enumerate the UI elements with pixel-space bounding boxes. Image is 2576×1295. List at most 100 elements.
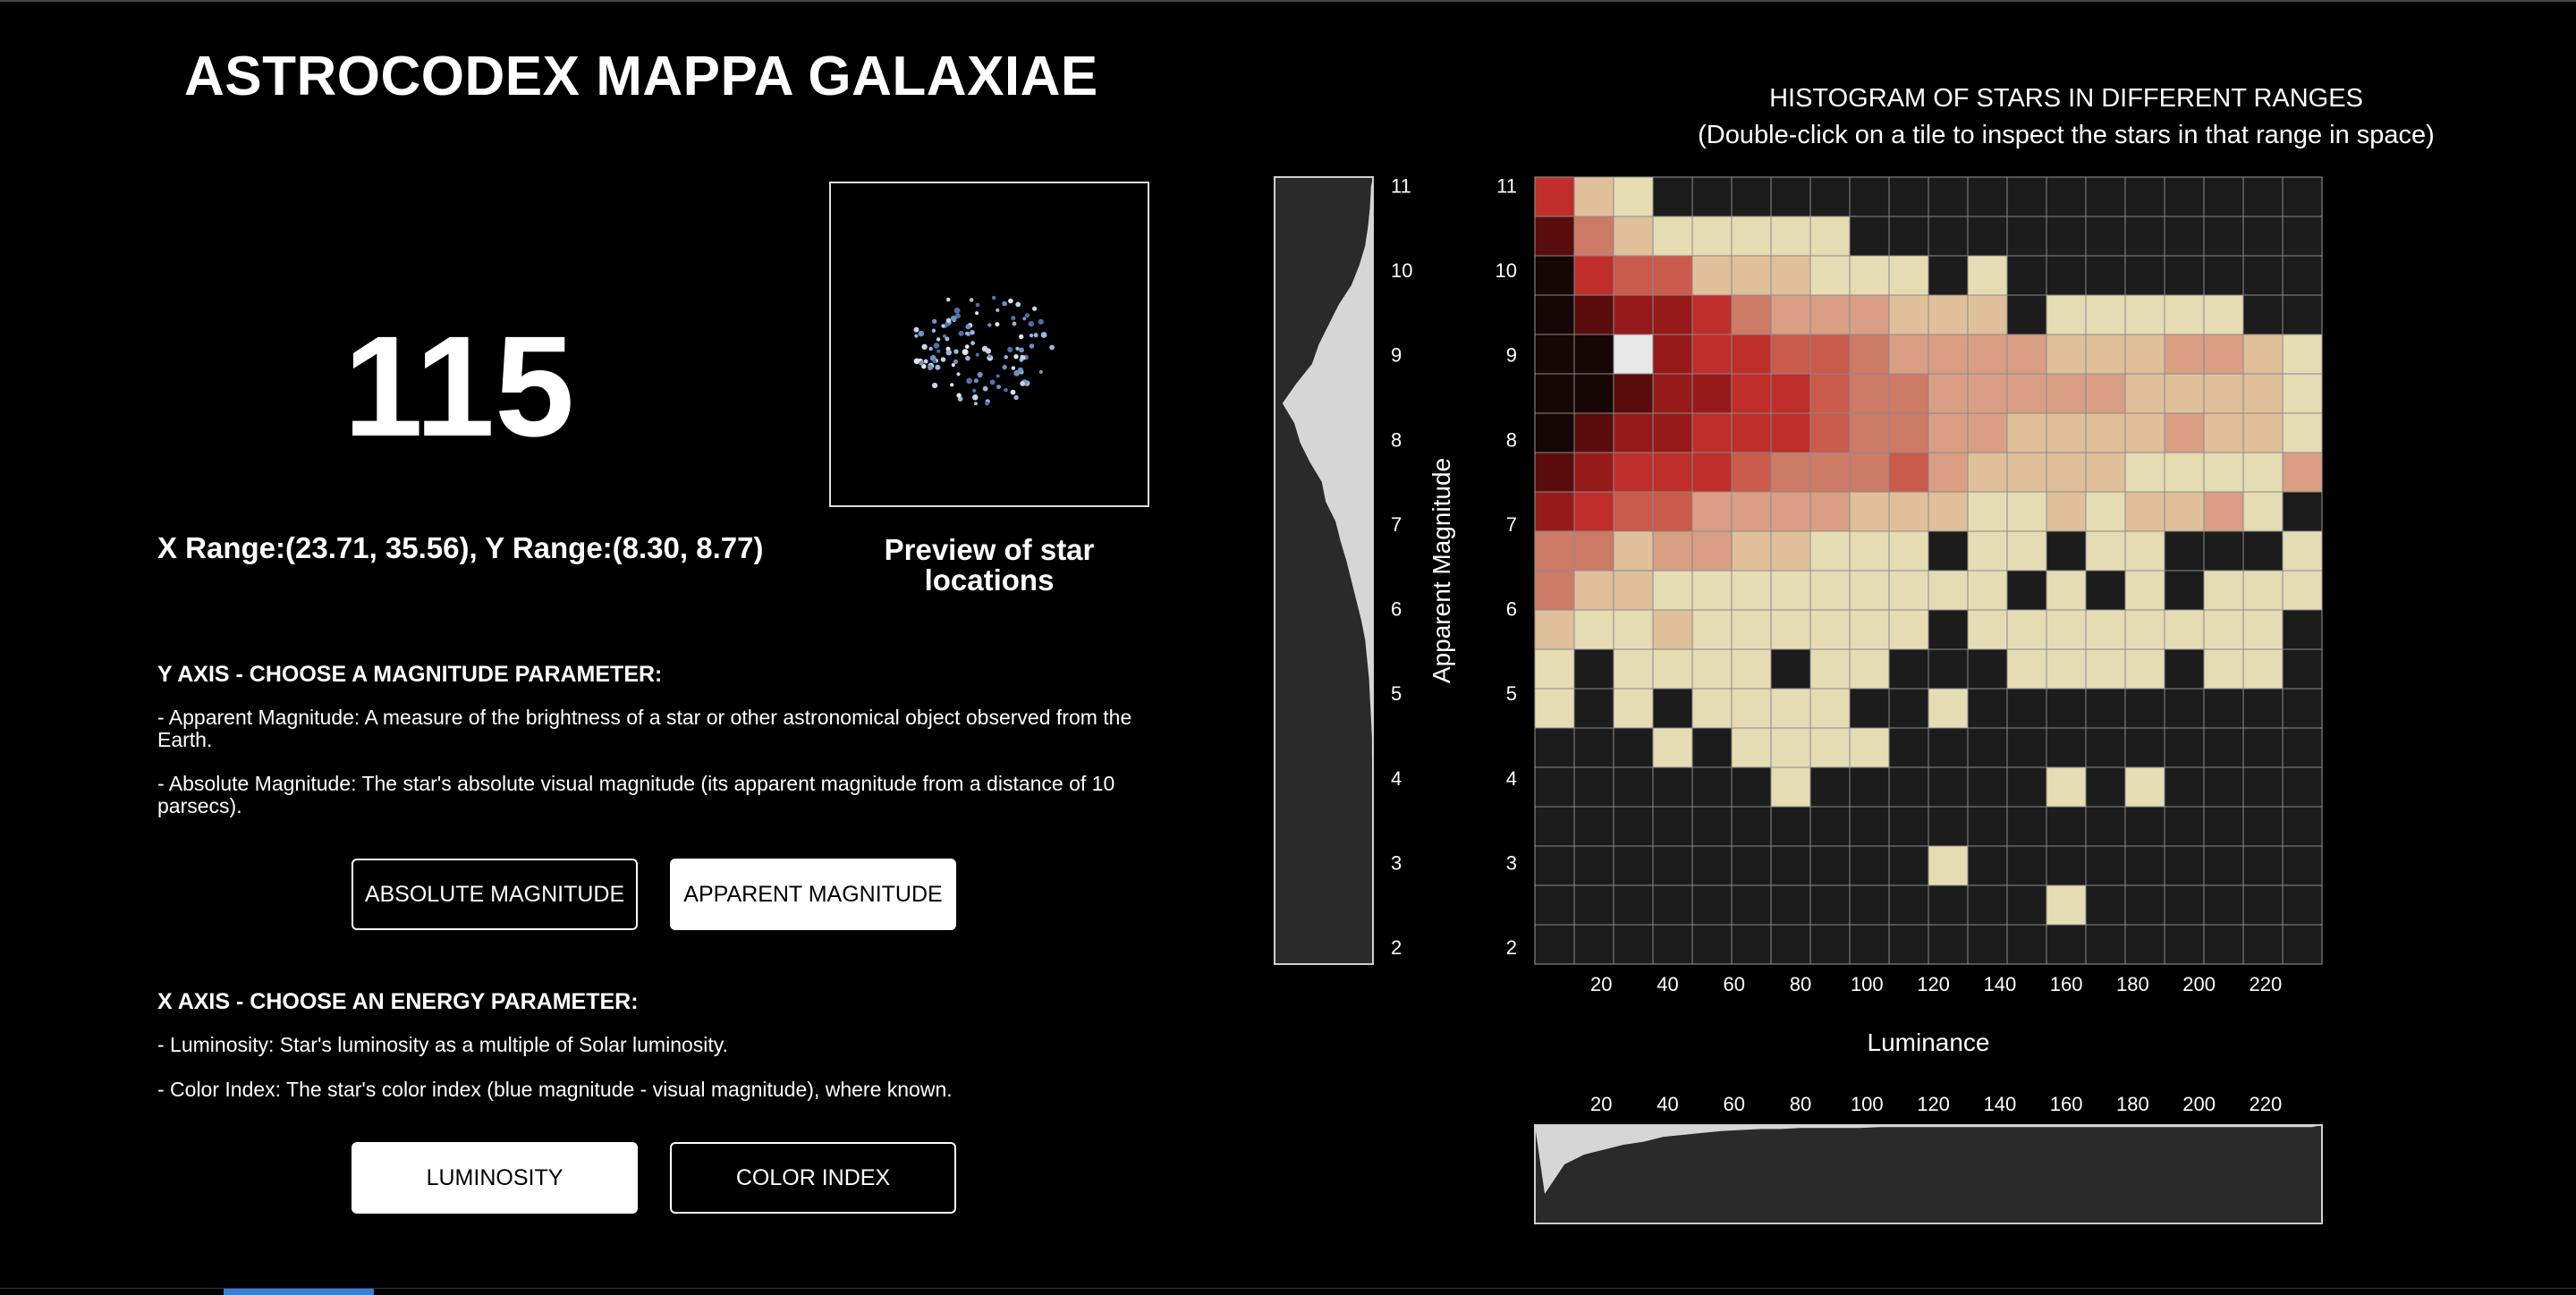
heatmap-cell[interactable]	[1770, 806, 1811, 847]
heatmap-cell[interactable]	[2046, 570, 2087, 611]
heatmap-cell[interactable]	[1731, 530, 1772, 571]
heatmap-cell[interactable]	[1652, 452, 1693, 493]
heatmap-cell[interactable]	[2242, 412, 2284, 453]
heatmap-cell[interactable]	[1849, 924, 1890, 965]
heatmap-cell[interactable]	[2085, 609, 2126, 650]
heatmap-cell[interactable]	[1652, 570, 1693, 611]
heatmap-cell[interactable]	[1928, 845, 1969, 886]
heatmap-cell[interactable]	[2203, 884, 2244, 926]
heatmap-cell[interactable]	[2046, 648, 2087, 690]
heatmap-cell[interactable]	[2203, 491, 2244, 532]
heatmap-cell[interactable]	[2006, 530, 2047, 571]
heatmap-cell[interactable]	[1613, 491, 1654, 532]
heatmap-cell[interactable]	[2164, 452, 2205, 493]
heatmap-cell[interactable]	[1849, 570, 1890, 611]
heatmap-cell[interactable]	[1849, 884, 1890, 926]
heatmap-cell[interactable]	[2282, 530, 2323, 571]
heatmap-cell[interactable]	[1770, 216, 1811, 257]
heatmap-cell[interactable]	[1967, 845, 2008, 886]
heatmap-cell[interactable]	[2242, 884, 2284, 926]
heatmap-cell[interactable]	[1967, 570, 2008, 611]
heatmap-cell[interactable]	[1731, 412, 1772, 453]
heatmap-cell[interactable]	[2164, 412, 2205, 453]
heatmap-cell[interactable]	[1809, 373, 1851, 414]
heatmap-cell[interactable]	[1928, 412, 1969, 453]
heatmap-cell[interactable]	[1809, 255, 1851, 296]
color-index-button[interactable]: COLOR INDEX	[670, 1142, 956, 1214]
heatmap-cell[interactable]	[2006, 255, 2047, 296]
heatmap-cell[interactable]	[1534, 255, 1575, 296]
heatmap-cell[interactable]	[2282, 412, 2323, 453]
heatmap-cell[interactable]	[1652, 924, 1693, 965]
heatmap-cell[interactable]	[2203, 845, 2244, 886]
heatmap-cell[interactable]	[1613, 924, 1654, 965]
heatmap-cell[interactable]	[1652, 216, 1693, 257]
heatmap-cell[interactable]	[1967, 294, 2008, 335]
heatmap-cell[interactable]	[1967, 530, 2008, 571]
heatmap-cell[interactable]	[1731, 609, 1772, 650]
heatmap-cell[interactable]	[1849, 727, 1890, 768]
heatmap-cell[interactable]	[2203, 609, 2244, 650]
heatmap-cell[interactable]	[1888, 255, 1929, 296]
heatmap-cell[interactable]	[1809, 806, 1851, 847]
heatmap-cell[interactable]	[2046, 452, 2087, 493]
heatmap-cell[interactable]	[2006, 176, 2047, 217]
heatmap-cell[interactable]	[1888, 609, 1929, 650]
heatmap-cell[interactable]	[1534, 570, 1575, 611]
heatmap-cell[interactable]	[2282, 924, 2323, 965]
heatmap-cell[interactable]	[2282, 884, 2323, 926]
heatmap-cell[interactable]	[1888, 648, 1929, 690]
heatmap-cell[interactable]	[1888, 334, 1929, 375]
heatmap-cell[interactable]	[1613, 570, 1654, 611]
heatmap-cell[interactable]	[1731, 452, 1772, 493]
heatmap-cell[interactable]	[1613, 806, 1654, 847]
heatmap-cell[interactable]	[1849, 766, 1890, 808]
heatmap-cell[interactable]	[2085, 727, 2126, 768]
heatmap-cell[interactable]	[2242, 924, 2284, 965]
heatmap-cell[interactable]	[2046, 176, 2087, 217]
heatmap-cell[interactable]	[1534, 176, 1575, 217]
heatmap-cell[interactable]	[2006, 294, 2047, 335]
heatmap-cell[interactable]	[1770, 688, 1811, 729]
heatmap-cell[interactable]	[1613, 609, 1654, 650]
heatmap-cell[interactable]	[1652, 727, 1693, 768]
heatmap-cell[interactable]	[1691, 766, 1733, 808]
heatmap-cell[interactable]	[1967, 806, 2008, 847]
heatmap-cell[interactable]	[1967, 688, 2008, 729]
heatmap-cell[interactable]	[2046, 766, 2087, 808]
heatmap-cell[interactable]	[2124, 491, 2165, 532]
heatmap-cell[interactable]	[1691, 373, 1733, 414]
heatmap-cell[interactable]	[2085, 412, 2126, 453]
heatmap-cell[interactable]	[1928, 530, 1969, 571]
heatmap-cell[interactable]	[2124, 216, 2165, 257]
heatmap-cell[interactable]	[1573, 688, 1614, 729]
heatmap-cell[interactable]	[1888, 412, 1929, 453]
heatmap-cell[interactable]	[1731, 688, 1772, 729]
heatmap-cell[interactable]	[1888, 176, 1929, 217]
heatmap-cell[interactable]	[1691, 176, 1733, 217]
heatmap-cell[interactable]	[1770, 452, 1811, 493]
heatmap-cell[interactable]	[2164, 648, 2205, 690]
heatmap-cell[interactable]	[2006, 845, 2047, 886]
heatmap-cell[interactable]	[1928, 570, 1969, 611]
heatmap-cell[interactable]	[2046, 688, 2087, 729]
heatmap-cell[interactable]	[2282, 766, 2323, 808]
heatmap-cell[interactable]	[1534, 648, 1575, 690]
heatmap-cell[interactable]	[2164, 294, 2205, 335]
heatmap-cell[interactable]	[1534, 727, 1575, 768]
heatmap-cell[interactable]	[1928, 216, 1969, 257]
heatmap-cell[interactable]	[1849, 294, 1890, 335]
heatmap-cell[interactable]	[2242, 452, 2284, 493]
heatmap-cell[interactable]	[2006, 609, 2047, 650]
heatmap-cell[interactable]	[2242, 216, 2284, 257]
heatmap-cell[interactable]	[2085, 570, 2126, 611]
heatmap-cell[interactable]	[1888, 766, 1929, 808]
heatmap-cell[interactable]	[2282, 806, 2323, 847]
heatmap-cell[interactable]	[1613, 255, 1654, 296]
heatmap-cell[interactable]	[1534, 412, 1575, 453]
heatmap-cell[interactable]	[1770, 727, 1811, 768]
luminosity-button[interactable]: LUMINOSITY	[352, 1142, 638, 1214]
heatmap-cell[interactable]	[1613, 334, 1654, 375]
heatmap-cell[interactable]	[2006, 570, 2047, 611]
heatmap-cell[interactable]	[2242, 530, 2284, 571]
